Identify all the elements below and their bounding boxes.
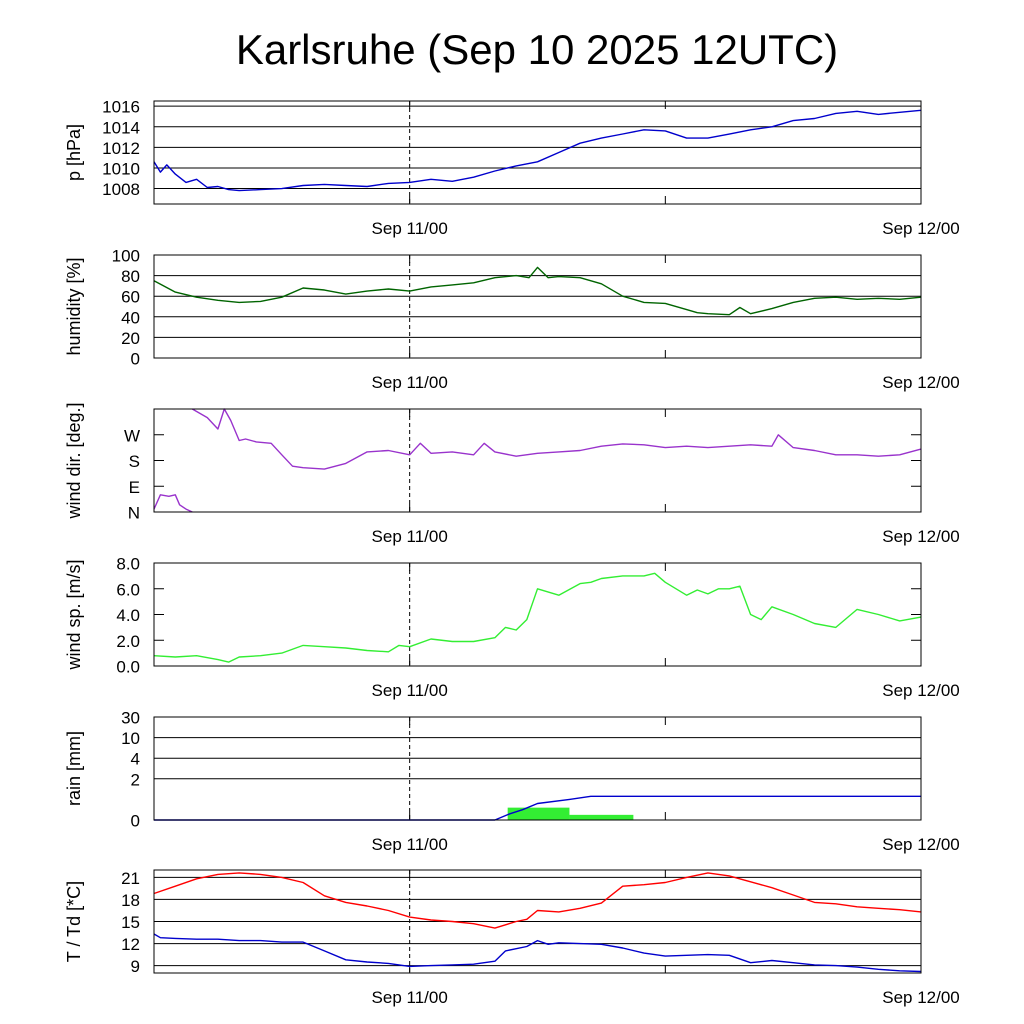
- y-axis-label: p [hPa]: [64, 124, 84, 181]
- y-tick-label: 30: [121, 709, 140, 728]
- y-tick-label: 1010: [102, 159, 140, 178]
- y-axis-label: wind dir. [deg.]: [64, 402, 84, 519]
- chart-title: Karlsruhe (Sep 10 2025 12UTC): [236, 26, 838, 73]
- panel-frame: [153, 100, 922, 205]
- x-tick-label: Sep 11/00: [372, 373, 448, 392]
- y-tick-label: 80: [121, 267, 140, 286]
- x-tick-label: Sep 12/00: [882, 373, 960, 392]
- x-tick-label: Sep 11/00: [372, 988, 448, 1007]
- x-tick-label: Sep 12/00: [882, 988, 960, 1007]
- x-tick-label: Sep 11/00: [372, 835, 448, 854]
- y-tick-label: N: [128, 504, 140, 523]
- y-tick-label: 1014: [102, 118, 140, 137]
- y-tick-label: 2.0: [116, 632, 140, 651]
- y-tick-label: 1008: [102, 180, 140, 199]
- y-tick-label: 0: [131, 350, 140, 369]
- y-axis-label: rain [mm]: [64, 731, 84, 806]
- y-tick-label: 1016: [102, 98, 140, 117]
- x-tick-label: Sep 12/00: [882, 681, 960, 700]
- x-tick-label: Sep 12/00: [882, 835, 960, 854]
- panel-frame: [153, 716, 922, 821]
- y-axis-label: humidity [%]: [64, 257, 84, 355]
- y-tick-label: 0.0: [116, 658, 140, 677]
- y-tick-label: S: [129, 452, 140, 471]
- panel-frame: [153, 869, 922, 974]
- x-tick-label: Sep 11/00: [372, 681, 448, 700]
- rain-bar: [507, 807, 570, 820]
- y-tick-label: 15: [121, 913, 140, 932]
- y-tick-label: 21: [121, 869, 140, 888]
- y-tick-label: 4: [131, 750, 140, 769]
- x-tick-label: Sep 12/00: [882, 219, 960, 238]
- y-tick-label: 40: [121, 308, 140, 327]
- y-tick-label: 8.0: [116, 555, 140, 574]
- series-line-pressure: [153, 109, 922, 192]
- y-tick-label: 6.0: [116, 580, 140, 599]
- series-line-humidity: [153, 266, 922, 316]
- series-line-temperature: [153, 872, 922, 929]
- panel-frame: [153, 408, 922, 513]
- y-tick-label: 1012: [102, 139, 140, 158]
- y-tick-label: W: [124, 426, 140, 445]
- x-tick-label: Sep 11/00: [372, 527, 448, 546]
- rain-bar: [569, 814, 634, 820]
- series-line-wind_dir: [153, 494, 193, 513]
- panel-wind_speed: 0.0 2.0 4.0 6.0 8.0 Sep 11/00 Sep 12/00 wind sp…: [64, 555, 960, 701]
- y-tick-label: 100: [112, 247, 140, 266]
- panel-temperature: 9 12 15 18 21 Sep 11/00 Sep 12/00 T / Td [*C]: [64, 869, 960, 1007]
- series-line-temperature: [153, 933, 922, 973]
- series-line-rain: [154, 795, 921, 821]
- y-tick-label: 12: [121, 935, 140, 954]
- y-tick-label: 9: [131, 957, 140, 976]
- series-line-wind_dir: [191, 408, 922, 470]
- series-line-wind_speed: [153, 572, 922, 663]
- x-tick-label: Sep 11/00: [372, 219, 448, 238]
- y-tick-label: 18: [121, 891, 140, 910]
- y-tick-label: E: [129, 478, 140, 497]
- y-axis-label: wind sp. [m/s]: [64, 559, 84, 670]
- panel-frame: [153, 562, 922, 667]
- x-tick-label: Sep 12/00: [882, 527, 960, 546]
- y-tick-label: 10: [121, 729, 140, 748]
- panel-frame: [153, 254, 922, 359]
- y-tick-label: 60: [121, 288, 140, 307]
- y-tick-label: 2: [131, 770, 140, 789]
- y-axis-label: T / Td [*C]: [64, 881, 84, 962]
- y-tick-label: 0: [131, 812, 140, 831]
- y-tick-label: 4.0: [116, 606, 140, 625]
- y-tick-label: 20: [121, 329, 140, 348]
